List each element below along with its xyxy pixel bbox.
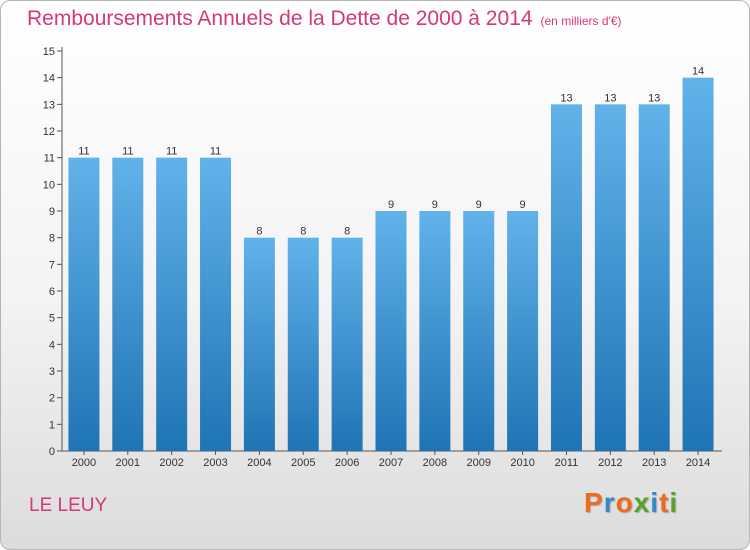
bar-value-label: 9 [432,199,438,211]
y-tick-label: 10 [43,179,55,191]
proxiti-logo: Proxiti [584,487,678,519]
bar [112,157,144,451]
bar [638,104,670,451]
y-tick-label: 15 [43,46,55,58]
x-tick-label: 2003 [203,457,227,469]
y-tick-label: 0 [49,446,55,458]
logo-letter: o [615,487,634,518]
logo-letter: x [633,487,651,518]
y-tick-label: 11 [44,153,55,165]
x-tick-label: 2013 [642,457,666,469]
bar-value-label: 11 [166,146,177,158]
bar [682,77,714,452]
y-tick-label: 5 [49,313,55,325]
bar [243,237,275,451]
place-name: LE LEUY [29,495,108,516]
bar [200,157,232,451]
bar-value-label: 13 [604,92,616,104]
bar-value-label: 11 [122,146,133,158]
logo-letter: i [669,487,679,518]
x-tick-label: 2007 [379,457,403,469]
bar-value-label: 9 [520,199,526,211]
bar-value-label: 13 [648,92,660,104]
bar [594,104,626,451]
bar-value-label: 8 [256,226,262,238]
logo-letter: i [650,487,660,518]
x-tick-label: 2006 [335,457,359,469]
y-tick-label: 7 [49,259,55,271]
y-tick-label: 12 [43,126,55,138]
x-tick-label: 2008 [423,457,447,469]
x-tick-label: 2002 [159,457,183,469]
bar [375,211,407,451]
bar-value-label: 9 [476,199,482,211]
chart-title: Remboursements Annuels de la Dette de 20… [27,7,622,31]
y-tick-label: 8 [49,233,55,245]
x-tick-label: 2009 [466,457,490,469]
bar [419,211,451,451]
bar [68,157,100,451]
x-tick-label: 2004 [247,457,271,469]
y-tick-label: 14 [43,73,55,85]
bar [550,104,582,451]
logo-letter: P [584,487,604,518]
bar-value-label: 11 [78,146,89,158]
bar [507,211,539,451]
bar-value-label: 8 [300,226,306,238]
logo-letter: t [659,487,670,518]
bar-value-label: 9 [388,199,394,211]
y-tick-label: 13 [43,99,55,111]
x-tick-label: 2012 [598,457,622,469]
y-tick-label: 6 [49,286,55,298]
x-tick-label: 2000 [72,457,96,469]
x-tick-label: 2010 [510,457,534,469]
x-tick-label: 2014 [686,457,710,469]
bar-value-label: 14 [692,66,704,78]
y-tick-label: 4 [49,339,55,351]
y-tick-label: 3 [49,366,55,378]
bar-value-label: 11 [210,146,221,158]
y-tick-label: 9 [49,206,55,218]
logo-letter: r [603,487,616,518]
bar [463,211,495,451]
x-tick-label: 2005 [291,457,315,469]
bar [156,157,188,451]
y-tick-label: 1 [49,419,55,431]
x-tick-label: 2001 [116,457,140,469]
y-tick-label: 2 [49,393,55,405]
bar-value-label: 8 [344,226,350,238]
bar [331,237,363,451]
title-text: Remboursements Annuels de la Dette de 20… [27,7,533,30]
bar-value-label: 13 [560,92,572,104]
x-tick-label: 2011 [555,457,579,469]
bar [287,237,319,451]
unit-label: (en milliers d'€) [540,14,622,28]
